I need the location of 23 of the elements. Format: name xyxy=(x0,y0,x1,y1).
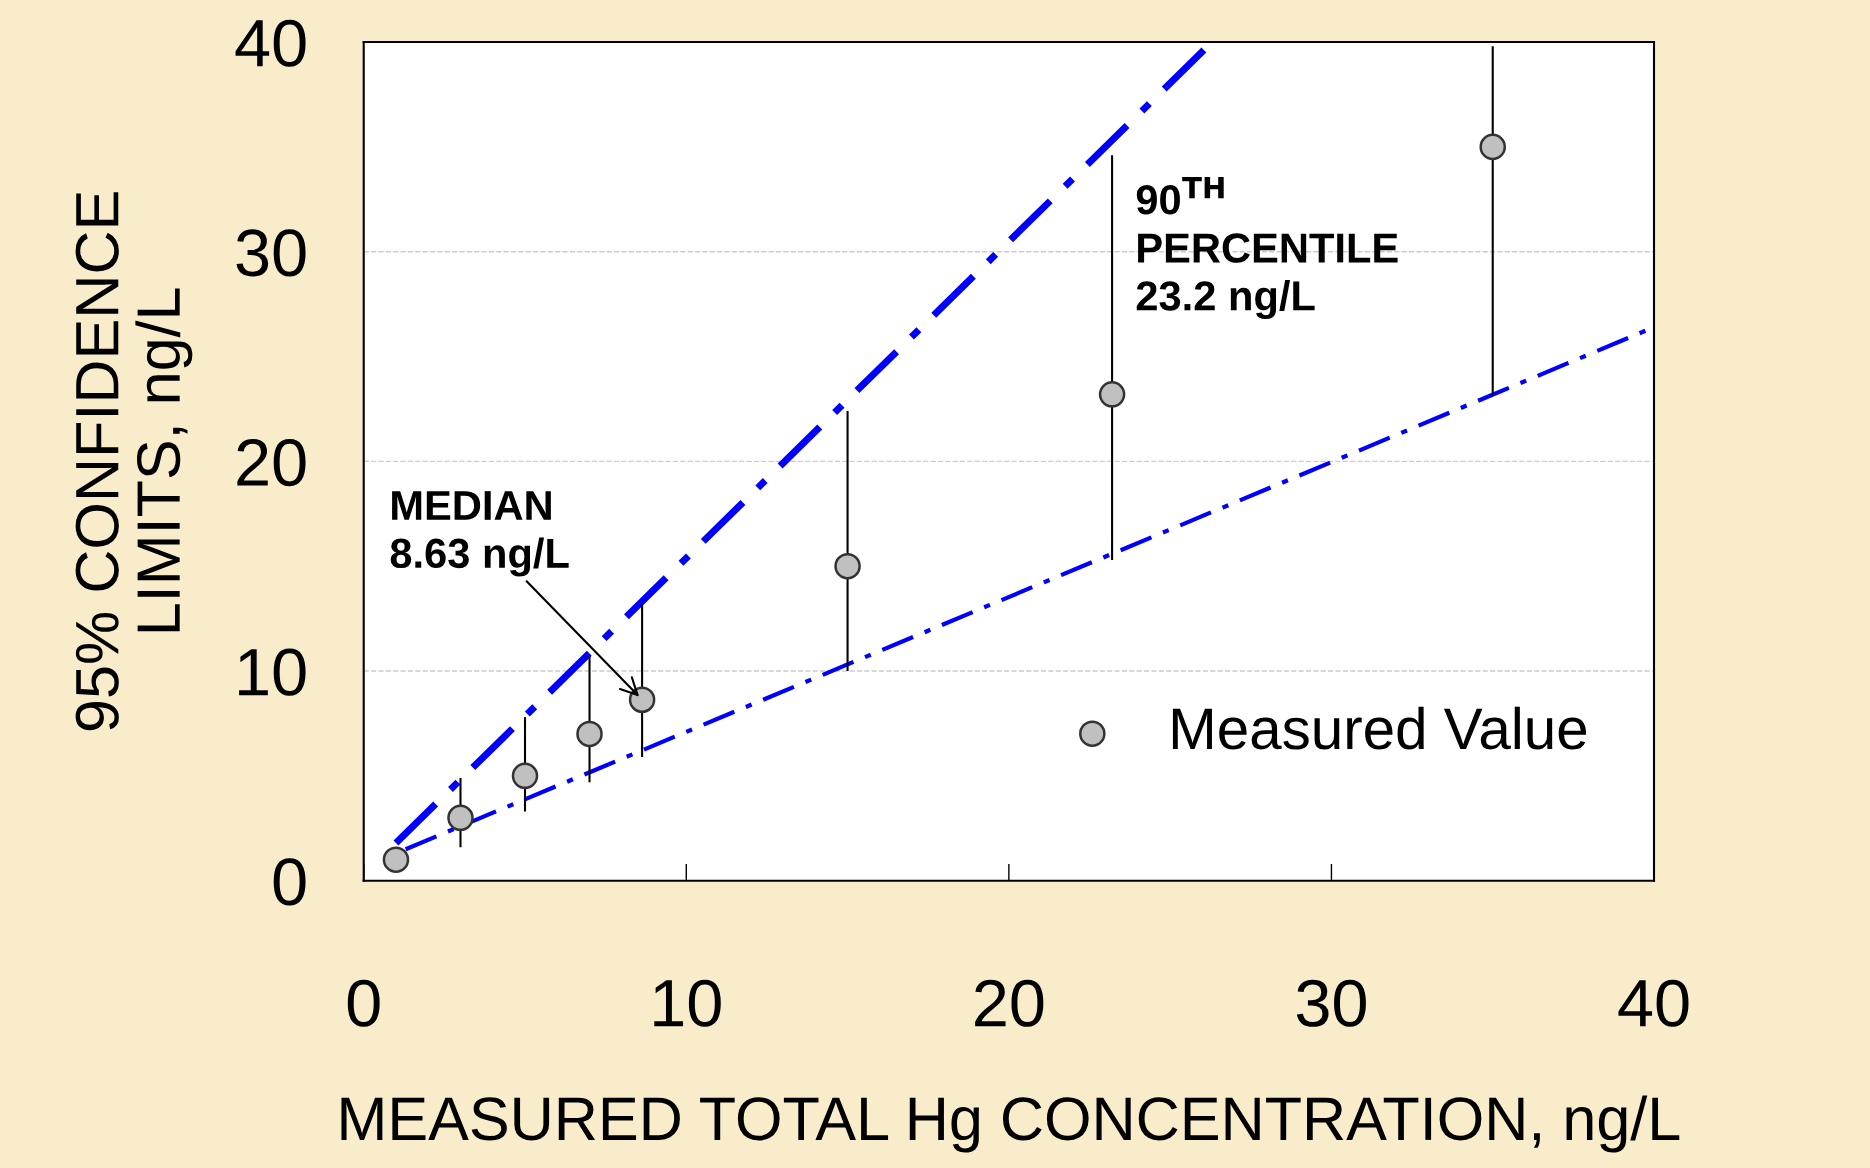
point xyxy=(576,720,603,748)
point xyxy=(511,762,539,790)
y-tick-label: 20 xyxy=(237,438,306,487)
annotation: MEDIAN 8.63 ng/L xyxy=(390,491,569,577)
y-tick-label: 0 xyxy=(273,858,306,906)
point xyxy=(1479,133,1506,161)
x-axis-title: MEASURED TOTAL Hg CONCENTRATION, ng/L xyxy=(341,1095,1680,1153)
point xyxy=(447,804,474,832)
text: 90$^{TH}$ PERCENTILE 23.2 ng/L xyxy=(1136,176,1398,320)
point xyxy=(628,686,656,714)
legend-label: Measured Value xyxy=(1172,706,1587,750)
x-tick-label: 0 xyxy=(347,979,380,1027)
point xyxy=(382,846,410,873)
y-axis-title: 95% CONFIDENCE LIMITS, ng/L xyxy=(75,192,193,731)
y-tick-label: 30 xyxy=(236,229,306,277)
x-tick-label: 40 xyxy=(1618,979,1689,1027)
point xyxy=(1098,380,1126,408)
point xyxy=(834,552,861,580)
x-tick-label: 30 xyxy=(1296,979,1366,1027)
y-tick-label: 40 xyxy=(235,19,306,67)
x-tick-label: 10 xyxy=(654,979,721,1027)
y-tick-label: 10 xyxy=(239,648,306,696)
x-tick-label: 20 xyxy=(975,979,1044,1027)
